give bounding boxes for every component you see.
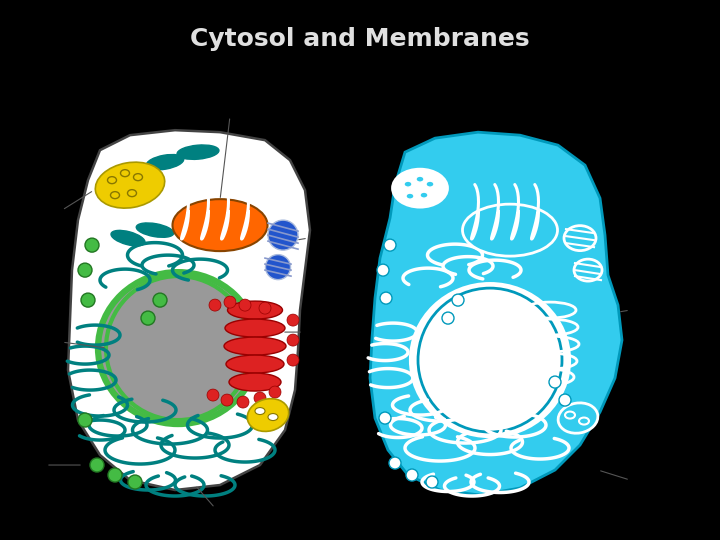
Polygon shape — [370, 132, 622, 495]
Text: vesicle: vesicle — [2, 460, 36, 470]
Ellipse shape — [111, 231, 145, 246]
Ellipse shape — [177, 145, 219, 159]
Text: (B): (B) — [370, 517, 391, 530]
Ellipse shape — [268, 220, 298, 250]
Ellipse shape — [254, 392, 266, 404]
Ellipse shape — [78, 263, 92, 277]
Ellipse shape — [173, 199, 268, 251]
Ellipse shape — [85, 238, 99, 252]
Ellipse shape — [579, 417, 589, 424]
Ellipse shape — [207, 389, 219, 401]
Ellipse shape — [389, 457, 401, 469]
Text: (A): (A) — [5, 517, 27, 530]
Ellipse shape — [224, 337, 286, 355]
Ellipse shape — [287, 354, 299, 366]
Ellipse shape — [136, 223, 174, 238]
Ellipse shape — [237, 396, 249, 408]
Ellipse shape — [226, 355, 284, 373]
Ellipse shape — [380, 292, 392, 304]
Ellipse shape — [406, 469, 418, 481]
Ellipse shape — [416, 176, 424, 182]
Ellipse shape — [377, 264, 389, 276]
Ellipse shape — [128, 475, 142, 489]
Text: Cytosol and Membranes: Cytosol and Membranes — [190, 26, 530, 51]
Ellipse shape — [411, 284, 569, 436]
Ellipse shape — [565, 411, 575, 418]
Ellipse shape — [559, 394, 571, 406]
Ellipse shape — [141, 311, 155, 325]
Text: plasma
membrane: plasma membrane — [632, 467, 685, 489]
Ellipse shape — [287, 314, 299, 326]
Ellipse shape — [239, 299, 251, 311]
Ellipse shape — [225, 319, 285, 337]
Ellipse shape — [558, 403, 598, 433]
Ellipse shape — [153, 293, 167, 307]
Ellipse shape — [549, 376, 561, 388]
Text: peroxisome: peroxisome — [310, 233, 366, 243]
Ellipse shape — [406, 193, 414, 199]
Ellipse shape — [574, 259, 602, 281]
Ellipse shape — [146, 154, 184, 170]
Ellipse shape — [98, 272, 258, 424]
Ellipse shape — [426, 181, 434, 187]
Ellipse shape — [255, 408, 265, 415]
Text: Golgi
apparatus: Golgi apparatus — [305, 321, 355, 343]
Ellipse shape — [90, 458, 104, 472]
Ellipse shape — [418, 288, 562, 432]
Ellipse shape — [420, 192, 428, 198]
Ellipse shape — [229, 373, 281, 391]
Ellipse shape — [426, 476, 438, 488]
Text: mitochondrion: mitochondrion — [195, 103, 266, 113]
Ellipse shape — [224, 296, 236, 308]
Ellipse shape — [221, 394, 233, 406]
Ellipse shape — [452, 294, 464, 306]
Ellipse shape — [442, 312, 454, 324]
Ellipse shape — [392, 169, 448, 207]
Ellipse shape — [384, 239, 396, 251]
Text: lysosome: lysosome — [5, 205, 51, 215]
Ellipse shape — [266, 255, 290, 280]
Ellipse shape — [228, 301, 282, 319]
Ellipse shape — [268, 414, 278, 421]
Ellipse shape — [209, 299, 221, 311]
Ellipse shape — [259, 302, 271, 314]
Ellipse shape — [404, 181, 412, 187]
Ellipse shape — [78, 413, 92, 427]
Text: nuclear
envelope: nuclear envelope — [2, 329, 47, 352]
Text: endoplasmic
reticulum: endoplasmic reticulum — [190, 499, 252, 521]
Text: cytosol: cytosol — [632, 303, 667, 313]
Polygon shape — [68, 130, 310, 490]
Ellipse shape — [269, 386, 281, 398]
Ellipse shape — [287, 334, 299, 346]
Ellipse shape — [564, 226, 596, 251]
Ellipse shape — [247, 399, 289, 431]
Ellipse shape — [108, 468, 122, 482]
Ellipse shape — [81, 293, 95, 307]
Ellipse shape — [95, 162, 165, 208]
Ellipse shape — [462, 204, 557, 256]
Ellipse shape — [379, 412, 391, 424]
Ellipse shape — [106, 276, 250, 420]
